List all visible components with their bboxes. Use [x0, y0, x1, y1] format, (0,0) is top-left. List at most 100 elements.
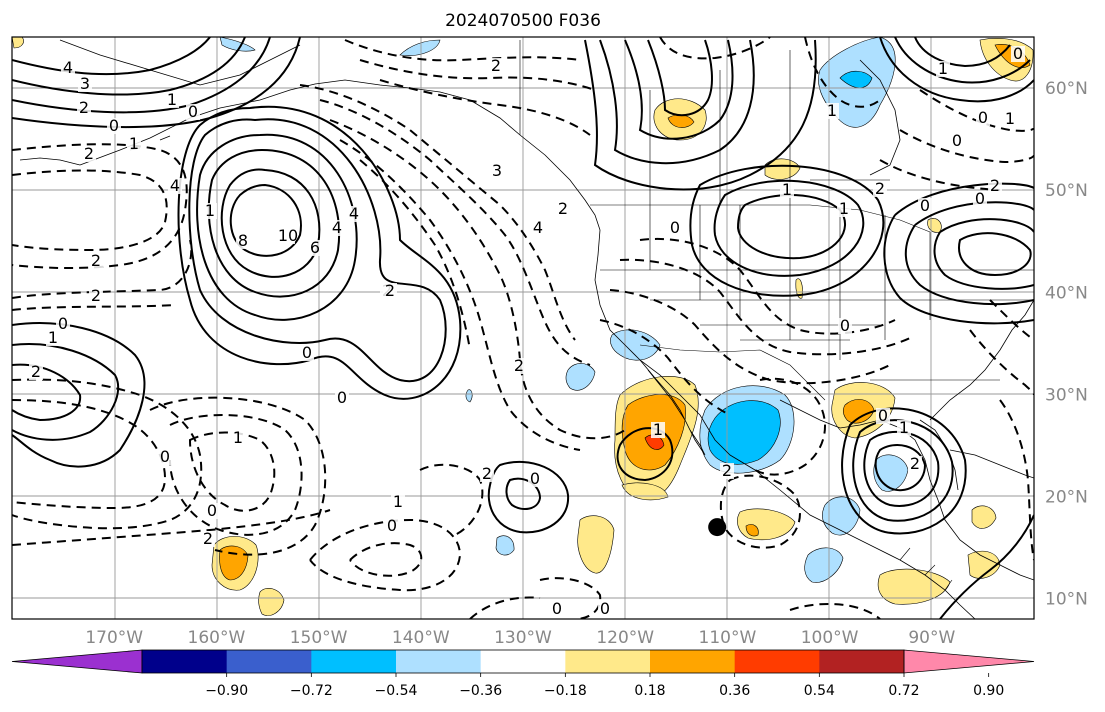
- contour-label: 1: [48, 328, 58, 347]
- contour-label: 0: [920, 196, 930, 215]
- lat-tick-label: 20°N: [1045, 487, 1088, 507]
- contour-label: 2: [875, 179, 885, 198]
- contour-label: 4: [63, 58, 73, 77]
- contour-label-bg: [1003, 111, 1017, 127]
- colorbar-tick-label: −0.18: [544, 683, 587, 699]
- alaska-north: [59, 39, 301, 86]
- gulfcal-low: [616, 427, 674, 482]
- map-area: 4320121021243242201810642042012002102010…: [12, 37, 1034, 619]
- contour-label: 0: [530, 469, 540, 488]
- contour-label-bg: [528, 471, 542, 487]
- contour-label: 4: [349, 204, 359, 223]
- contour-label: 4: [533, 218, 543, 237]
- contour-label: 0: [975, 189, 985, 208]
- contour-label: 1: [167, 90, 177, 109]
- colorbar-tick-label: 0.36: [719, 683, 750, 699]
- colorbar-tick-label: −0.72: [290, 683, 333, 699]
- lat-tick-label: 40°N: [1045, 283, 1088, 303]
- contour-label: 1: [899, 418, 909, 437]
- colorbar-tick-label: 0.54: [804, 683, 835, 699]
- contour-label-bg: [205, 503, 219, 519]
- contour-label: 1: [393, 492, 403, 511]
- ne-low-1: [958, 232, 1032, 277]
- contour-label-bg: [158, 449, 172, 465]
- contour-label-bg: [780, 182, 794, 198]
- contour-label-bg: [651, 422, 665, 438]
- colorbar-segment: [311, 650, 397, 673]
- lon-tick-label: 90°W: [908, 628, 955, 648]
- colorbar-segment: [480, 650, 566, 673]
- contour-label-bg: [556, 201, 570, 217]
- colorbar-extend-min: [11, 649, 143, 674]
- contour-label: 1: [839, 199, 849, 218]
- contour-label: 0: [1013, 44, 1023, 63]
- contour-label: 8: [238, 231, 248, 250]
- fill-yellow-pac1: [577, 515, 615, 574]
- contour-label-bg: [489, 58, 503, 74]
- contour-label-bg: [873, 181, 887, 197]
- contour-label-bg: [300, 345, 314, 361]
- two-contour-west: [12, 363, 82, 422]
- contour-label: 0: [600, 599, 610, 618]
- ne-low-4: [883, 182, 1034, 325]
- contour-label-bg: [82, 146, 96, 162]
- contour-label-bg: [383, 283, 397, 299]
- colorbar-segment: [142, 650, 228, 673]
- zero-contour-west: [12, 322, 146, 468]
- contour-label: 1: [938, 59, 948, 78]
- contour-label-bg: [281, 228, 295, 244]
- contour-label: 2: [990, 176, 1000, 195]
- contour-label-bg: [936, 61, 950, 77]
- lat-tick-label: 50°N: [1045, 181, 1088, 201]
- colorbar-tick-label: 0.90: [973, 683, 1004, 699]
- ne-corner-3: [914, 37, 1011, 68]
- contour-label: 1: [782, 180, 792, 199]
- canada-provinces: [649, 50, 890, 205]
- contour-label: 0: [387, 516, 397, 535]
- gulfmex-ring-1: [874, 444, 927, 492]
- latitude-labels: 60°N 50°N 40°N 30°N 20°N 10°N: [1045, 79, 1088, 610]
- contour-label-bg: [876, 408, 890, 424]
- contour-label: 2: [514, 356, 524, 375]
- colorbar-segment: [565, 650, 651, 673]
- contour-label-bg: [973, 191, 987, 207]
- colorbar-extend-max: [903, 649, 1035, 674]
- contour-label-bg: [1011, 46, 1025, 62]
- contour-label-bg: [107, 118, 121, 134]
- contour-label-bg: [165, 92, 179, 108]
- lon-tick-label: 110°W: [699, 628, 757, 648]
- fill-yellow-carib: [971, 505, 997, 529]
- ne-corner-1: [879, 37, 1034, 103]
- shaded-fields: [12, 37, 1034, 616]
- colorbar-segment: [650, 650, 736, 673]
- contour-label: 6: [310, 238, 320, 257]
- contour-label: 0: [952, 131, 962, 150]
- contour-label-bg: [127, 136, 141, 152]
- colorbar-tick-label: −0.90: [205, 683, 248, 699]
- contour-label-bg: [950, 133, 964, 149]
- contour-label-bg: [89, 253, 103, 269]
- contour-label: 1: [233, 428, 243, 447]
- lon-tick-label: 150°W: [290, 628, 348, 648]
- hudson-bay: [859, 59, 901, 176]
- contour-label: 0: [302, 343, 312, 362]
- one-contour-west: [12, 343, 120, 441]
- contour-label-bg: [720, 463, 734, 479]
- canada-ridge-1: [599, 39, 755, 165]
- contour-label-bg: [918, 198, 932, 214]
- contour-label: 1: [1005, 109, 1015, 128]
- contour-label: 0: [160, 447, 170, 466]
- lat-tick-label: 60°N: [1045, 79, 1088, 99]
- colorbar-segment: [734, 650, 820, 673]
- colorbar-frame: [141, 649, 905, 674]
- west-coast: [594, 229, 976, 619]
- contour-label: 0: [109, 116, 119, 135]
- contour-label-bg: [236, 233, 250, 249]
- colorbar-tick-label: 0.18: [634, 683, 665, 699]
- contour-label: 0: [207, 501, 217, 520]
- se-contour: [939, 514, 1034, 619]
- fill-blue-offshore: [565, 363, 596, 391]
- colorbar-segment: [226, 650, 312, 673]
- lon-tick-label: 170°W: [85, 628, 143, 648]
